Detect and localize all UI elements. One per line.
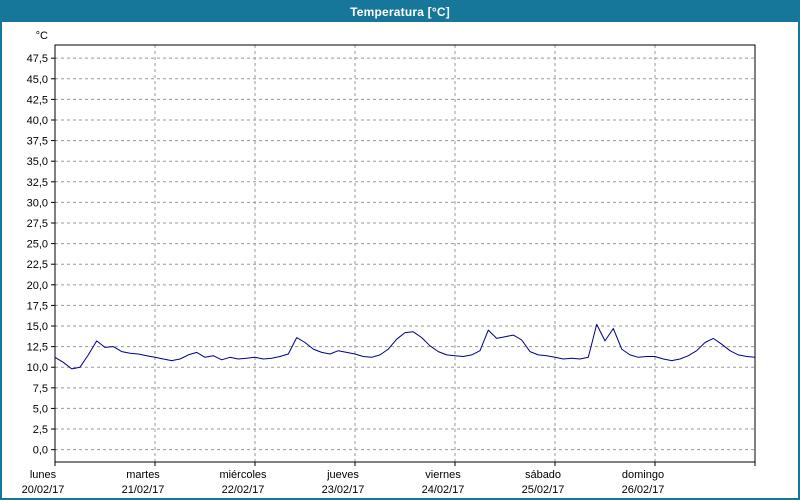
y-tick-label: 40,0 [27, 115, 48, 127]
y-tick-label: 7,5 [33, 383, 48, 395]
x-day-label: domingo [622, 469, 664, 481]
x-date-label: 24/02/17 [422, 484, 465, 496]
y-tick-label: 25,0 [27, 239, 48, 251]
y-tick-label: 15,0 [27, 321, 48, 333]
temperature-series-line [54, 323, 756, 370]
y-tick-label: 22,5 [27, 259, 48, 271]
chart-area: 0,0 2,5 5,0 7,5 10,0 12,5 15,0 17,5 20,0 22,5 25,0… [2, 22, 798, 498]
y-tick-label: 12,5 [27, 342, 48, 354]
x-date-label: 20/02/17 [22, 484, 65, 496]
y-tick-label: 35,0 [27, 156, 48, 168]
y-tick-label: 27,5 [27, 218, 48, 230]
y-tick-label: 42,5 [27, 94, 48, 106]
x-day-label: martes [126, 469, 160, 481]
x-date-label: 21/02/17 [122, 484, 165, 496]
x-day-label: miércoles [219, 469, 267, 481]
y-tick-label: 0,0 [33, 445, 48, 457]
x-day-label: viernes [425, 469, 461, 481]
temperature-chart: 0,0 2,5 5,0 7,5 10,0 12,5 15,0 17,5 20,0 22,5 25,0… [22, 30, 756, 496]
y-tick-label: 2,5 [33, 424, 48, 436]
y-tick-label: 5,0 [33, 403, 48, 415]
x-date-label: 22/02/17 [222, 484, 265, 496]
y-axis-unit-label: °C [36, 30, 48, 42]
y-tick-label: 37,5 [27, 136, 48, 148]
y-tick-label: 32,5 [27, 177, 48, 189]
x-date-label: 23/02/17 [322, 484, 365, 496]
y-tick-label: 47,5 [27, 53, 48, 65]
x-day-label: lunes [30, 469, 57, 481]
plot-border [54, 44, 756, 463]
x-day-label: sábado [525, 469, 561, 481]
x-date-label: 26/02/17 [622, 484, 665, 496]
y-tick-label: 17,5 [27, 300, 48, 312]
window-title: Temperatura [°C] [350, 5, 450, 19]
x-date-label: 25/02/17 [522, 484, 565, 496]
title-bar: Temperatura [°C] [2, 2, 798, 22]
y-tick-label: 20,0 [27, 280, 48, 292]
y-tick-label: 30,0 [27, 197, 48, 209]
y-tick-label: 45,0 [27, 74, 48, 86]
y-tick-label: 10,0 [27, 362, 48, 374]
x-day-label: jueves [326, 469, 359, 481]
